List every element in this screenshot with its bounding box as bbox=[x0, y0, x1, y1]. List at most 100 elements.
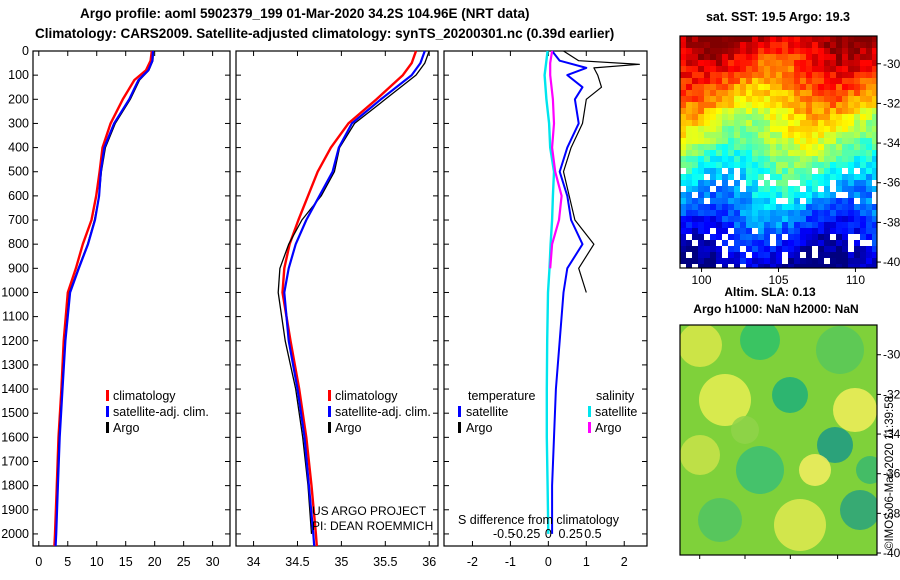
sal-legend-swatch bbox=[328, 406, 331, 417]
panel-frame-1 bbox=[32, 50, 231, 547]
depth-tick-label: 200 bbox=[8, 92, 29, 106]
legend-swatch bbox=[458, 422, 461, 433]
salinity-diff-tick-label: 0.25 bbox=[558, 527, 582, 541]
sla-y-tick-label: -36 bbox=[883, 467, 900, 481]
panel-frame-3 bbox=[443, 50, 648, 547]
sla-map-image bbox=[680, 325, 877, 555]
x-tick-label: 34.5 bbox=[285, 555, 309, 569]
x-tick-label: 35 bbox=[334, 555, 348, 569]
x-tick-label: 30 bbox=[206, 555, 220, 569]
temp-legend-swatch bbox=[106, 390, 109, 401]
salinity-diff-tick-label: 0.5 bbox=[584, 527, 601, 541]
depth-tick-label: 900 bbox=[8, 261, 29, 275]
depth-tick-label: 1000 bbox=[1, 285, 29, 299]
diff-temp-satellite-line bbox=[551, 50, 588, 534]
x-tick-label: 5 bbox=[64, 555, 71, 569]
depth-tick-label: 0 bbox=[22, 44, 29, 58]
x-tick-label: 15 bbox=[119, 555, 133, 569]
depth-tick-label: 1100 bbox=[2, 310, 29, 324]
x-tick-label: 0 bbox=[545, 555, 552, 569]
diff-legend-sal-satellite: satellite bbox=[595, 405, 637, 419]
sal-legend-swatch bbox=[328, 422, 331, 433]
x-tick-label: 10 bbox=[90, 555, 104, 569]
x-tick-label: -1 bbox=[505, 555, 516, 569]
title-line-1: Argo profile: aoml 5902379_199 01-Mar-20… bbox=[80, 6, 530, 21]
temp-legend-label: climatology bbox=[113, 389, 176, 403]
credit-line-2: PI: DEAN ROEMMICH bbox=[312, 519, 433, 533]
x-tick-label: 20 bbox=[148, 555, 162, 569]
title-line-2: Climatology: CARS2009. Satellite-adjuste… bbox=[35, 26, 615, 41]
depth-tick-label: 100 bbox=[8, 68, 29, 82]
sal-argo-line bbox=[277, 50, 430, 534]
depth-tick-label: 2000 bbox=[1, 527, 29, 541]
sst-y-tick-label: -38 bbox=[883, 215, 900, 229]
diff-sal-argo-line bbox=[549, 50, 563, 269]
sal-climatology-line bbox=[281, 50, 418, 547]
diff-legend-title-salinity: salinity bbox=[596, 389, 635, 403]
sst-y-tick-label: -34 bbox=[883, 136, 900, 150]
sst-y-tick-label: -30 bbox=[883, 57, 900, 71]
legend-swatch bbox=[588, 406, 591, 417]
sla-y-tick-label: -34 bbox=[883, 427, 900, 441]
depth-tick-label: 700 bbox=[8, 213, 29, 227]
panel-frame-2 bbox=[235, 50, 439, 547]
temp-legend-label: satellite-adj. clim. bbox=[113, 405, 209, 419]
temp-legend-label: Argo bbox=[113, 421, 139, 435]
depth-tick-label: 800 bbox=[8, 237, 29, 251]
x-tick-label: -2 bbox=[467, 555, 478, 569]
diff-temp-argo-line bbox=[562, 50, 641, 293]
sla-map-title-1: Altim. SLA: 0.13 bbox=[724, 285, 816, 299]
x-tick-label: 1 bbox=[583, 555, 590, 569]
sal-legend-label: climatology bbox=[335, 389, 398, 403]
credit-line-1: US ARGO PROJECT bbox=[312, 504, 427, 518]
depth-tick-label: 1800 bbox=[1, 479, 29, 493]
temp-satellite-line bbox=[54, 50, 154, 547]
salinity-diff-tick-label: -0.25 bbox=[512, 527, 541, 541]
temp-legend-swatch bbox=[106, 406, 109, 417]
depth-tick-label: 1200 bbox=[1, 334, 29, 348]
sla-map-title-2: Argo h1000: NaN h2000: NaN bbox=[693, 302, 858, 316]
diff-legend-title-temperature: temperature bbox=[468, 389, 535, 403]
depth-tick-label: 500 bbox=[8, 165, 29, 179]
sst-x-tick-label: 100 bbox=[692, 273, 712, 287]
depth-tick-label: 1600 bbox=[1, 430, 29, 444]
depth-tick-label: 1700 bbox=[1, 454, 29, 468]
depth-tick-label: 1300 bbox=[1, 358, 29, 372]
depth-tick-label: 400 bbox=[8, 141, 29, 155]
salinity-diff-tick-label: 0 bbox=[545, 527, 552, 541]
diff-legend-sal-argo: Argo bbox=[595, 421, 621, 435]
sal-legend-label: Argo bbox=[335, 421, 361, 435]
depth-tick-label: 300 bbox=[8, 116, 29, 130]
diff-sal-satellite-line bbox=[543, 50, 556, 534]
depth-tick-label: 1500 bbox=[1, 406, 29, 420]
diff-legend-temp-satellite: satellite bbox=[466, 405, 508, 419]
depth-tick-label: 1900 bbox=[1, 503, 29, 517]
x-tick-label: 0 bbox=[35, 555, 42, 569]
sst-y-tick-label: -32 bbox=[883, 96, 900, 110]
sla-y-tick-label: -40 bbox=[883, 546, 900, 560]
sst-y-tick-label: -40 bbox=[883, 255, 900, 269]
diff-xlabel: S difference from climatology bbox=[458, 513, 620, 527]
legend-swatch bbox=[588, 422, 591, 433]
sst-x-tick-label: 105 bbox=[768, 273, 788, 287]
depth-tick-label: 600 bbox=[8, 189, 29, 203]
diff-legend-temp-argo: Argo bbox=[466, 421, 492, 435]
sla-y-tick-label: -30 bbox=[883, 348, 900, 362]
x-tick-label: 34 bbox=[247, 555, 261, 569]
sst-map-image bbox=[680, 36, 877, 268]
x-tick-label: 35.5 bbox=[373, 555, 397, 569]
sal-legend-label: satellite-adj. clim. bbox=[335, 405, 431, 419]
x-tick-label: 2 bbox=[621, 555, 628, 569]
sst-x-tick-label: 110 bbox=[846, 273, 865, 287]
x-tick-label: 25 bbox=[177, 555, 191, 569]
x-tick-label: 36 bbox=[422, 555, 436, 569]
temp-legend-swatch bbox=[106, 422, 109, 433]
legend-swatch bbox=[458, 406, 461, 417]
salinity-diff-tick-label: -0.5 bbox=[493, 527, 515, 541]
sla-y-tick-label: -32 bbox=[883, 387, 900, 401]
sst-y-tick-label: -36 bbox=[883, 176, 900, 190]
depth-tick-label: 1400 bbox=[1, 382, 29, 396]
imos-stamp: ©IMOS 06-Mar-2020 11:39:58 bbox=[884, 396, 896, 550]
sla-map-frame bbox=[679, 324, 878, 556]
